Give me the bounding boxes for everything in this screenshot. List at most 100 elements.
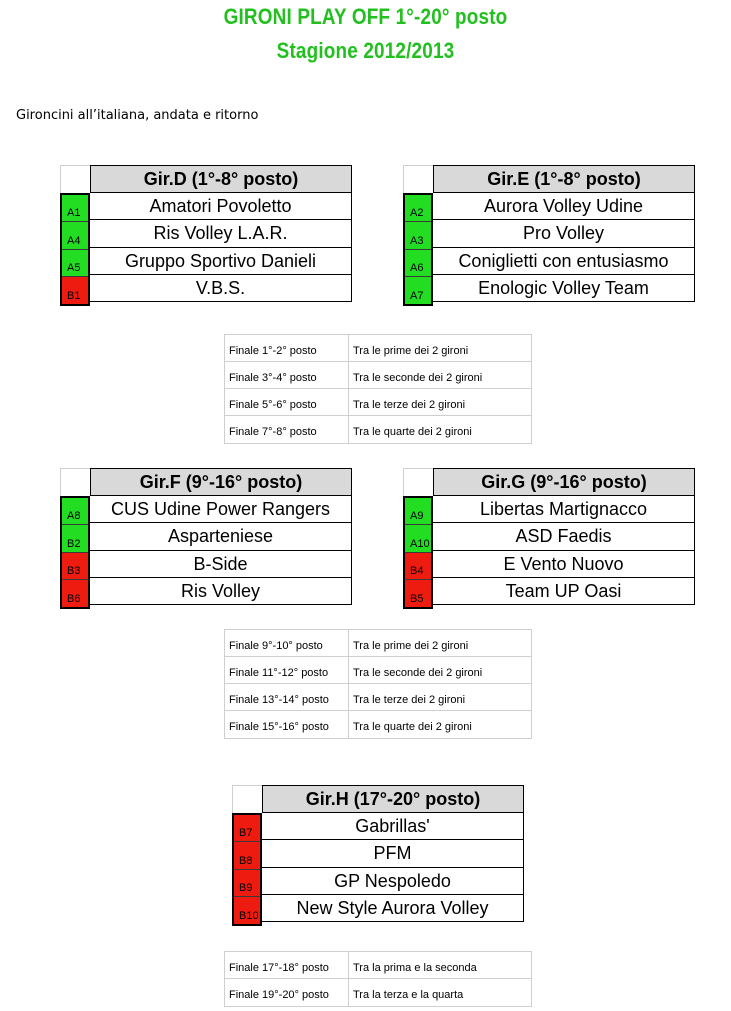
group-corner-cell [60, 468, 90, 496]
group-corner-cell [60, 165, 90, 193]
page-title: GIRONI PLAY OFF 1°-20° posto [223, 4, 508, 29]
group-corner-cell [403, 468, 433, 496]
group-title: Gir.F (9°-16° posto) [90, 468, 352, 496]
team-column: Libertas Martignacco ASD Faedis E Vento … [433, 496, 695, 605]
seed-code: A2 [405, 195, 431, 223]
seed-code: B4 [405, 552, 431, 580]
final-label: Finale 17°-18° posto [225, 952, 349, 978]
seed-code: A1 [62, 195, 88, 223]
table-row: Finale 17°-18° posto Tra la prima e la s… [225, 952, 531, 979]
team-name: Ris Volley L.A.R. [90, 220, 352, 248]
table-row: Finale 9°-10° posto Tra le prime dei 2 g… [225, 630, 531, 657]
team-name: Amatori Povoletto [90, 193, 352, 221]
team-column: Amatori Povoletto Ris Volley L.A.R. Grup… [90, 193, 352, 302]
seed-code: A8 [62, 498, 88, 526]
team-name: CUS Udine Power Rangers [90, 496, 352, 524]
seed-code: B6 [62, 579, 88, 607]
final-description: Tra le seconde dei 2 gironi [353, 372, 483, 384]
seed-code: A7 [405, 276, 431, 304]
team-name: E Vento Nuovo [433, 550, 695, 578]
team-name: Coniglietti con entusiasmo [433, 247, 695, 275]
final-description: Tra le prime dei 2 gironi [353, 640, 469, 652]
team-name: Gruppo Sportivo Danieli [90, 247, 352, 275]
table-row: Finale 11°-12° posto Tra le seconde dei … [225, 657, 531, 684]
team-name: ASD Faedis [433, 523, 695, 551]
finals-table-9-16: Finale 9°-10° posto Tra le prime dei 2 g… [224, 629, 532, 739]
team-name: Aurora Volley Udine [433, 193, 695, 221]
team-name: Team UP Oasi [433, 577, 695, 605]
team-name: Ris Volley [90, 577, 352, 605]
team-name: Libertas Martignacco [433, 496, 695, 524]
seed-code: A9 [405, 498, 431, 526]
group-table-e: Gir.E (1°-8° posto) A2 A3 A6 A7 Aurora V… [403, 165, 695, 306]
table-row: Finale 3°-4° posto Tra le seconde dei 2 … [225, 362, 531, 389]
final-label: Finale 3°-4° posto [225, 362, 349, 388]
seed-code: B1 [62, 276, 88, 304]
table-row: Finale 5°-6° posto Tra le terze dei 2 gi… [225, 389, 531, 416]
team-name: PFM [262, 840, 524, 868]
group-corner-cell [232, 785, 262, 813]
seed-code: B3 [62, 552, 88, 580]
table-row: Finale 19°-20° posto Tra la terza e la q… [225, 979, 531, 1006]
group-title: Gir.H (17°-20° posto) [262, 785, 524, 813]
group-title: Gir.E (1°-8° posto) [433, 165, 695, 193]
seed-code: A5 [62, 249, 88, 277]
final-description: Tra le seconde dei 2 gironi [353, 667, 483, 679]
team-column: Gabrillas' PFM GP Nespoledo New Style Au… [262, 813, 524, 922]
team-name: V.B.S. [90, 274, 352, 302]
seed-code-column: A2 A3 A6 A7 [403, 193, 433, 306]
seed-code-column: B7 B8 B9 B10 [232, 813, 262, 926]
final-label: Finale 9°-10° posto [225, 630, 349, 656]
group-corner-cell [403, 165, 433, 193]
final-description: Tra la terza e la quarta [353, 989, 464, 1001]
finals-table-17-20: Finale 17°-18° posto Tra la prima e la s… [224, 951, 532, 1007]
seed-code: B9 [234, 869, 260, 897]
team-name: B-Side [90, 550, 352, 578]
team-name: Asparteniese [90, 523, 352, 551]
table-row: Finale 15°-16° posto Tra le quarte dei 2… [225, 711, 531, 738]
final-label: Finale 5°-6° posto [225, 389, 349, 415]
seed-code-column: A8 B2 B3 B6 [60, 496, 90, 609]
seed-code: B5 [405, 579, 431, 607]
final-description: Tra le terze dei 2 gironi [353, 694, 466, 706]
final-label: Finale 19°-20° posto [225, 979, 349, 1006]
final-label: Finale 13°-14° posto [225, 684, 349, 710]
table-row: Finale 1°-2° posto Tra le prime dei 2 gi… [225, 335, 531, 362]
seed-code: B10 [234, 896, 260, 924]
final-label: Finale 15°-16° posto [225, 711, 349, 738]
final-description: Tra le prime dei 2 gironi [353, 345, 469, 357]
seed-code: A10 [405, 525, 431, 553]
team-name: Enologic Volley Team [433, 274, 695, 302]
seed-code: B2 [62, 525, 88, 553]
seed-code: A3 [405, 222, 431, 250]
seed-code-column: A9 A10 B4 B5 [403, 496, 433, 609]
final-description: Tra le quarte dei 2 gironi [353, 426, 472, 438]
group-table-f: Gir.F (9°-16° posto) A8 B2 B3 B6 CUS Udi… [60, 468, 352, 609]
table-row: Finale 13°-14° posto Tra le terze dei 2 … [225, 684, 531, 711]
final-label: Finale 1°-2° posto [225, 335, 349, 361]
group-title: Gir.G (9°-16° posto) [433, 468, 695, 496]
final-description: Tra le terze dei 2 gironi [353, 399, 466, 411]
final-description: Tra la prima e la seconda [353, 962, 477, 974]
seed-code: B7 [234, 815, 260, 843]
team-column: CUS Udine Power Rangers Asparteniese B-S… [90, 496, 352, 605]
season-title: Stagione 2012/2013 [276, 38, 455, 63]
group-table-h: Gir.H (17°-20° posto) B7 B8 B9 B10 Gabri… [232, 785, 524, 926]
seed-code: A4 [62, 222, 88, 250]
final-label: Finale 11°-12° posto [225, 657, 349, 683]
format-description: Gironcini all’italiana, andata e ritorno [16, 108, 259, 123]
group-title: Gir.D (1°-8° posto) [90, 165, 352, 193]
team-name: Gabrillas' [262, 813, 524, 841]
seed-code: B8 [234, 842, 260, 870]
seed-code-column: A1 A4 A5 B1 [60, 193, 90, 306]
final-description: Tra le quarte dei 2 gironi [353, 721, 472, 733]
seed-code: A6 [405, 249, 431, 277]
team-name: Pro Volley [433, 220, 695, 248]
finals-table-1-8: Finale 1°-2° posto Tra le prime dei 2 gi… [224, 334, 532, 444]
final-label: Finale 7°-8° posto [225, 416, 349, 443]
group-table-d: Gir.D (1°-8° posto) A1 A4 A5 B1 Amatori … [60, 165, 352, 306]
group-table-g: Gir.G (9°-16° posto) A9 A10 B4 B5 Libert… [403, 468, 695, 609]
team-name: New Style Aurora Volley [262, 894, 524, 922]
team-column: Aurora Volley Udine Pro Volley Conigliet… [433, 193, 695, 302]
table-row: Finale 7°-8° posto Tra le quarte dei 2 g… [225, 416, 531, 443]
